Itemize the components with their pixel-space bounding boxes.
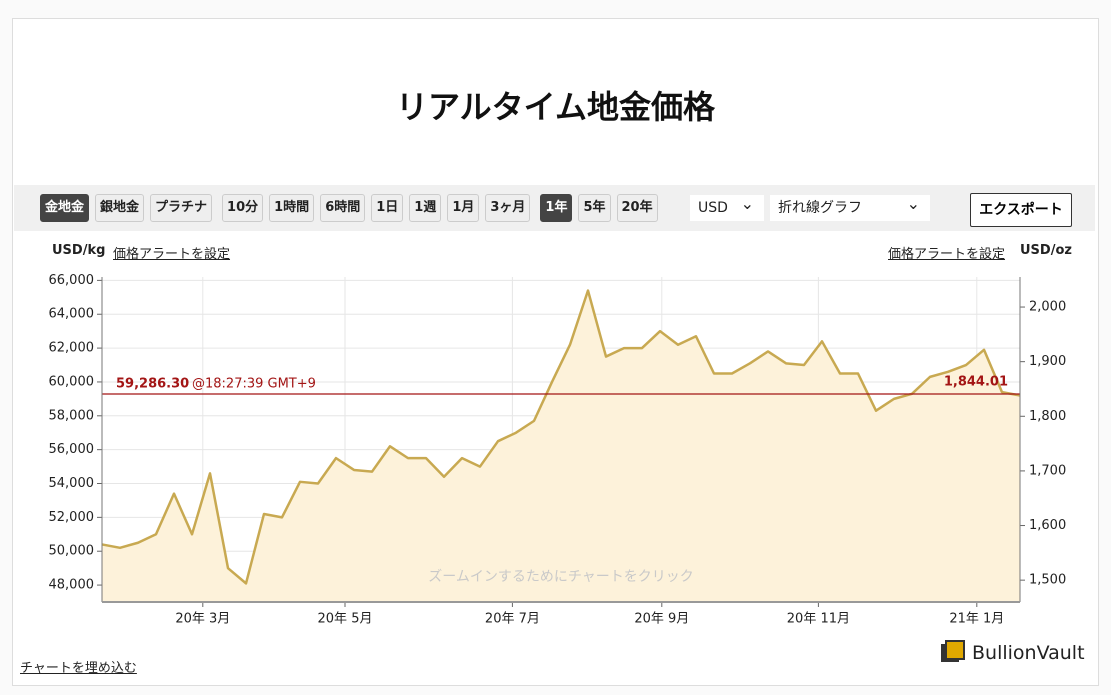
range-button[interactable]: 1週	[409, 194, 442, 222]
range-button[interactable]: 1年	[540, 194, 573, 222]
y2-tick-label: 1,700	[1029, 463, 1066, 478]
y-tick-label: 56,000	[49, 442, 95, 457]
range-button[interactable]: 10分	[222, 194, 264, 222]
currency-select[interactable]: USD	[690, 191, 764, 221]
x-tick-label: 21年 1月	[949, 612, 1004, 627]
x-tick-label: 20年 5月	[318, 612, 373, 627]
x-tick-label: 20年 3月	[175, 612, 230, 627]
y-tick-label: 60,000	[49, 374, 95, 389]
reference-time: @18:27:39 GMT+9	[192, 377, 316, 392]
range-button[interactable]: 3ヶ月	[485, 194, 531, 222]
y2-tick-label: 1,500	[1029, 573, 1066, 588]
page-title: リアルタイム地金価格	[395, 88, 716, 126]
range-button[interactable]: 1月	[447, 194, 480, 222]
range-button[interactable]: 金地金	[40, 194, 90, 222]
logo-icon	[941, 640, 965, 662]
range-button[interactable]: 5年	[578, 194, 611, 222]
y-axis-label: USD/kg	[52, 243, 106, 258]
reference-label: 59,286.30	[116, 377, 189, 392]
range-button[interactable]: 1時間	[269, 194, 315, 222]
range-button[interactable]: 20年	[616, 194, 658, 222]
y2-tick-label: 1,600	[1029, 518, 1066, 533]
alert-link[interactable]: 価格アラートを設定	[113, 247, 231, 262]
y2-tick-label: 1,900	[1029, 354, 1066, 369]
y2-tick-label: 2,000	[1029, 300, 1066, 315]
y-tick-label: 48,000	[49, 578, 95, 593]
embed-link[interactable]: チャートを埋め込む	[20, 661, 137, 676]
y-tick-label: 62,000	[49, 341, 95, 356]
y-tick-label: 58,000	[49, 408, 95, 423]
range-button[interactable]: 銀地金	[95, 194, 145, 222]
watermark: ズームインするためにチャートをクリック	[428, 569, 693, 585]
alert-link[interactable]: 価格アラートを設定	[888, 247, 1006, 262]
y-tick-label: 50,000	[49, 544, 95, 559]
line	[101, 289, 1021, 585]
y-tick-label: 66,000	[49, 273, 95, 288]
x-tick-label: 20年 11月	[787, 612, 850, 627]
x-tick-label: 20年 9月	[634, 612, 689, 627]
area	[102, 290, 1020, 602]
button-group: 金地金 銀地金 プラチナ 10分 1時間 6時間 1日 1週 1月 3ヶ月 1年 5年 20年	[40, 194, 658, 222]
x-tick-label: 20年 7月	[485, 612, 540, 627]
y2-tick-label: 1,800	[1029, 409, 1066, 424]
y-tick-label: 64,000	[49, 307, 95, 322]
y-tick-label: 52,000	[49, 510, 95, 525]
reference-y2-label: 1,844.01	[944, 375, 1008, 390]
y-tick-label: 54,000	[49, 476, 95, 491]
logo-text: BullionVault	[972, 642, 1085, 664]
range-button[interactable]: 1日	[371, 194, 404, 222]
range-button[interactable]: プラチナ	[150, 194, 213, 222]
chart-style-select[interactable]: 折れ線グラフ	[770, 191, 930, 221]
export-button[interactable]: エクスポート	[970, 193, 1072, 227]
range-button[interactable]: 6時間	[320, 194, 366, 222]
y2-axis-label: USD/oz	[1020, 243, 1072, 258]
logo: BullionVault	[940, 640, 1085, 666]
